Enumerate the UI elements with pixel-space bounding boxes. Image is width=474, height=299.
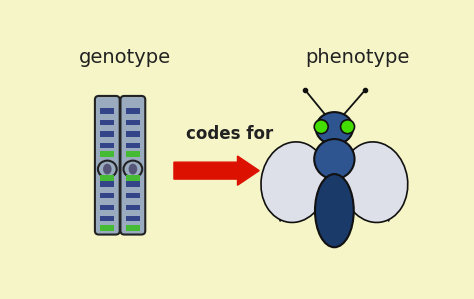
Bar <box>100 175 114 181</box>
Bar <box>100 151 114 157</box>
Bar <box>126 225 140 231</box>
Bar <box>126 181 140 187</box>
FancyBboxPatch shape <box>120 96 145 234</box>
Bar <box>126 175 140 181</box>
Bar <box>126 205 140 210</box>
Bar <box>100 120 114 125</box>
Bar <box>126 120 140 125</box>
Bar <box>100 108 114 114</box>
Bar <box>126 108 140 114</box>
Text: genotype: genotype <box>79 48 171 67</box>
Bar <box>126 143 140 148</box>
Text: codes for: codes for <box>186 126 273 144</box>
Bar <box>126 193 140 198</box>
Bar <box>126 216 140 222</box>
Ellipse shape <box>341 120 355 134</box>
Bar <box>100 216 114 222</box>
Ellipse shape <box>342 142 408 222</box>
Bar <box>100 143 114 148</box>
Ellipse shape <box>124 161 142 178</box>
FancyBboxPatch shape <box>95 96 120 234</box>
Ellipse shape <box>103 164 111 175</box>
FancyArrow shape <box>174 156 259 185</box>
Bar <box>126 131 140 137</box>
Bar <box>126 151 140 157</box>
Text: phenotype: phenotype <box>305 48 410 67</box>
Ellipse shape <box>314 120 328 134</box>
Bar <box>100 205 114 210</box>
Ellipse shape <box>316 112 353 144</box>
Bar <box>100 181 114 187</box>
Ellipse shape <box>314 139 355 179</box>
Ellipse shape <box>315 174 354 247</box>
Bar <box>100 225 114 231</box>
Bar <box>100 193 114 198</box>
Ellipse shape <box>128 164 137 175</box>
Bar <box>100 131 114 137</box>
Ellipse shape <box>98 161 117 178</box>
Ellipse shape <box>261 142 327 222</box>
